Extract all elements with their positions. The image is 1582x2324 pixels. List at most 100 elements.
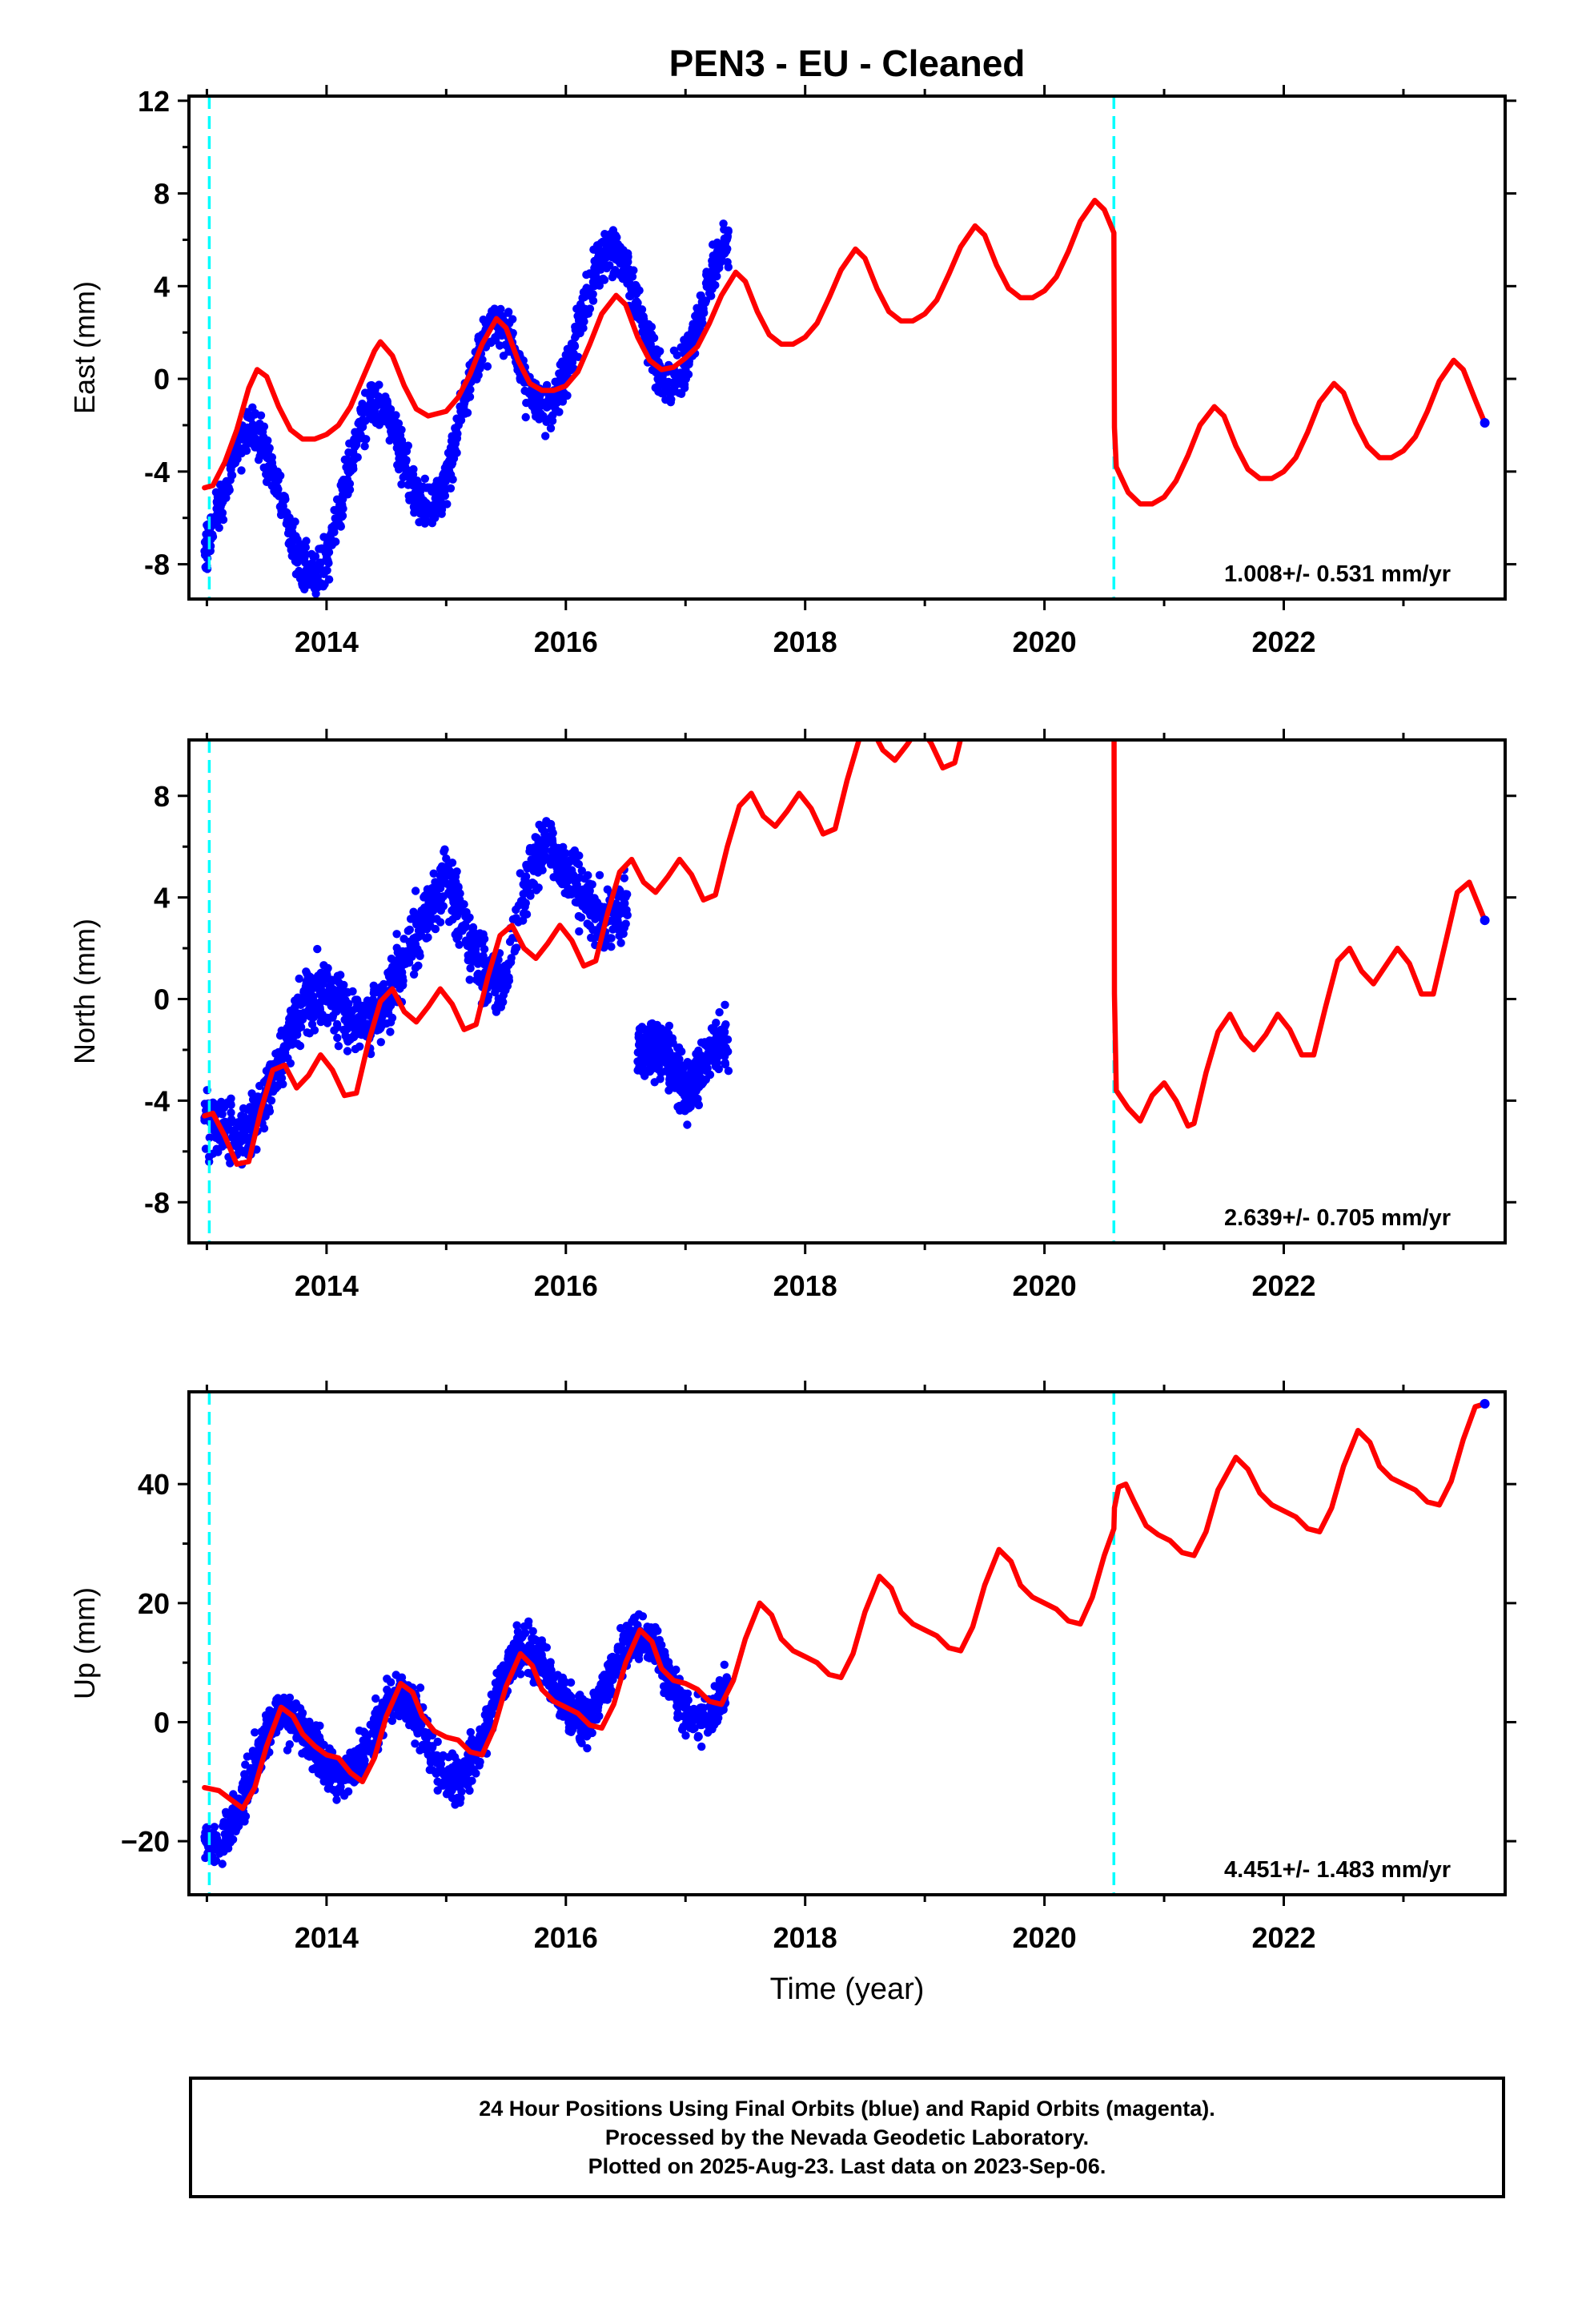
- data-point: [521, 412, 530, 422]
- data-point: [344, 448, 353, 457]
- data-point: [528, 1634, 536, 1643]
- data-point: [713, 238, 722, 247]
- data-point: [555, 1692, 564, 1702]
- data-point: [647, 1057, 656, 1067]
- data-point: [724, 263, 733, 271]
- data-point: [474, 971, 484, 981]
- data-point: [696, 291, 705, 300]
- data-point: [426, 1758, 436, 1767]
- data-point: [646, 1623, 656, 1632]
- data-point: [215, 510, 223, 520]
- data-point: [686, 1100, 696, 1109]
- data-point: [409, 502, 419, 512]
- data-point: [468, 923, 478, 932]
- data-point: [462, 1774, 471, 1783]
- data-point: [323, 566, 331, 575]
- data-point: [639, 315, 648, 324]
- y-tick-label: 4: [154, 270, 170, 303]
- data-point: [271, 1699, 280, 1707]
- y-tick-label: -8: [144, 549, 170, 581]
- data-point: [291, 569, 301, 579]
- data-point: [721, 239, 730, 247]
- data-point: [339, 1026, 349, 1035]
- data-point: [463, 939, 472, 948]
- data-point: [201, 1853, 210, 1863]
- data-point: [570, 342, 580, 351]
- data-point: [453, 1793, 462, 1803]
- data-point: [312, 983, 321, 992]
- data-point: [713, 248, 721, 258]
- data-point: [443, 500, 452, 509]
- data-point: [652, 1041, 661, 1050]
- data-point: [504, 959, 512, 968]
- data-point: [700, 1054, 709, 1063]
- data-point: [227, 1100, 235, 1109]
- data-point: [618, 1635, 628, 1644]
- data-point: [287, 1726, 295, 1735]
- data-point: [559, 842, 568, 852]
- data-point: [462, 907, 471, 917]
- data-point: [654, 381, 663, 390]
- data-point: [205, 1133, 214, 1142]
- data-point: [285, 522, 295, 531]
- data-point: [601, 1681, 611, 1690]
- data-point: [512, 914, 520, 923]
- data-point: [620, 874, 628, 883]
- data-point: [652, 348, 661, 357]
- data-point: [634, 1650, 644, 1659]
- figure-title: PEN3 - EU - Cleaned: [669, 42, 1026, 84]
- data-point: [451, 1800, 460, 1809]
- data-point: [340, 1008, 349, 1017]
- data-point: [218, 1110, 227, 1119]
- y-axis-label: North (mm): [68, 919, 101, 1064]
- data-point: [399, 472, 408, 482]
- data-point: [391, 979, 400, 988]
- data-point: [445, 450, 454, 459]
- data-point: [585, 895, 594, 904]
- data-point: [287, 1011, 295, 1019]
- data-point: [309, 992, 318, 1001]
- data-point: [413, 1715, 423, 1725]
- data-point: [652, 368, 661, 377]
- data-point: [638, 1049, 648, 1059]
- data-point: [721, 1020, 730, 1029]
- data-point: [340, 455, 349, 464]
- data-point: [201, 1144, 211, 1153]
- data-point: [237, 1116, 246, 1125]
- data-point: [411, 887, 420, 895]
- data-point: [693, 1733, 702, 1742]
- data-point: [721, 1059, 730, 1069]
- data-point: [675, 1101, 684, 1111]
- data-point: [442, 854, 451, 863]
- data-point: [395, 1711, 404, 1721]
- data-point: [691, 1093, 700, 1102]
- data-point: [546, 424, 556, 432]
- data-point: [586, 292, 595, 300]
- data-point: [316, 976, 326, 985]
- data-point: [256, 411, 266, 420]
- last-data-point: [1480, 418, 1490, 428]
- data-point: [429, 513, 438, 523]
- data-point: [573, 1698, 583, 1707]
- data-point: [497, 331, 506, 340]
- data-point: [634, 1033, 643, 1042]
- x-tick-label: 2018: [773, 1269, 837, 1302]
- data-point: [595, 281, 604, 290]
- data-point: [241, 1760, 250, 1769]
- data-point: [383, 1675, 391, 1683]
- data-point: [491, 1003, 500, 1012]
- data-point: [599, 258, 608, 267]
- x-tick-label: 2020: [1013, 625, 1077, 658]
- data-point: [410, 1723, 419, 1731]
- data-point: [661, 386, 670, 395]
- data-point: [668, 1683, 677, 1692]
- data-point: [720, 247, 729, 255]
- data-point: [420, 1729, 428, 1738]
- data-point: [516, 1670, 525, 1679]
- data-point: [587, 933, 596, 943]
- data-point: [610, 239, 619, 247]
- data-point: [338, 485, 347, 494]
- data-point: [528, 1626, 537, 1636]
- data-point: [262, 477, 271, 486]
- data-point: [595, 246, 604, 255]
